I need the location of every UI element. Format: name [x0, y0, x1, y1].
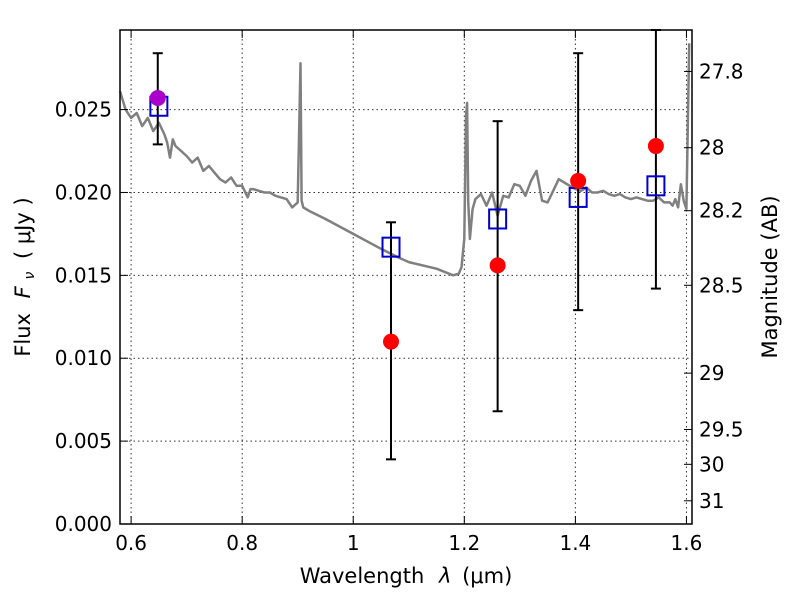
observed-point-3: [570, 172, 587, 189]
y-axis-label-text: Flux: [11, 313, 35, 357]
y-axis-label: Flux F ν ( μJy ): [11, 197, 39, 356]
observed-point-1: [383, 333, 400, 350]
y-tick-label-5: 0.025: [55, 98, 112, 122]
synthetic-square-4: [646, 175, 666, 197]
y2-tick-label-2: 28.2: [699, 199, 744, 223]
x-axis-label-text: Wavelength: [300, 564, 425, 588]
y-axis-label-unit: ( μJy ): [11, 197, 35, 259]
y-tick-label-1: 0.005: [55, 429, 112, 453]
x-tick-label-3: 1.2: [448, 531, 480, 555]
y-axis-label-subscript: ν: [22, 272, 38, 280]
x-axis-label: Wavelength λ (μm): [300, 564, 513, 588]
y-tick-label-2: 0.010: [55, 346, 112, 370]
y-axis-label-symbol: F: [11, 285, 35, 298]
x-tick-label-2: 1: [347, 531, 360, 555]
x-axis-label-unit: (μm): [462, 564, 512, 588]
model-spectrum-line: [118, 43, 691, 277]
x-tick-label-4: 1.4: [559, 531, 591, 555]
y2-axis-label: Magnitude (AB): [758, 195, 782, 358]
y2-tick-label-1: 28: [699, 136, 724, 160]
y2-tick-label-3: 28.5: [699, 273, 744, 297]
observed-point-2: [489, 257, 506, 274]
y2-tick-label-5: 29.5: [699, 418, 744, 442]
y-tick-label-3: 0.015: [55, 263, 112, 287]
observed-point-4: [647, 138, 664, 155]
x-tick-label-5: 1.6: [671, 531, 703, 555]
observed-point-0: [149, 89, 166, 106]
y2-tick-label-7: 31: [699, 489, 724, 513]
plot-area: [118, 29, 691, 461]
plot-frame: [119, 29, 693, 525]
x-axis-label-symbol: λ: [438, 564, 451, 588]
y2-tick-label-4: 29: [699, 361, 724, 385]
x-tick-label-1: 0.8: [226, 531, 258, 555]
synthetic-square-2: [488, 208, 508, 230]
synthetic-square-1: [381, 236, 401, 258]
grid-lines: [120, 30, 692, 525]
y2-tick-label-6: 30: [699, 452, 724, 476]
x-tick-label-0: 0.6: [115, 531, 147, 555]
y2-tick-label-0: 27.8: [699, 59, 744, 83]
y-tick-label-0: 0.000: [55, 512, 112, 536]
axis-ticks: 0.6 0.8 1 1.2 1.4 1.6 0.000 0.005 0.010 0.015 0.02…: [55, 30, 744, 555]
y-tick-label-4: 0.020: [55, 180, 112, 204]
